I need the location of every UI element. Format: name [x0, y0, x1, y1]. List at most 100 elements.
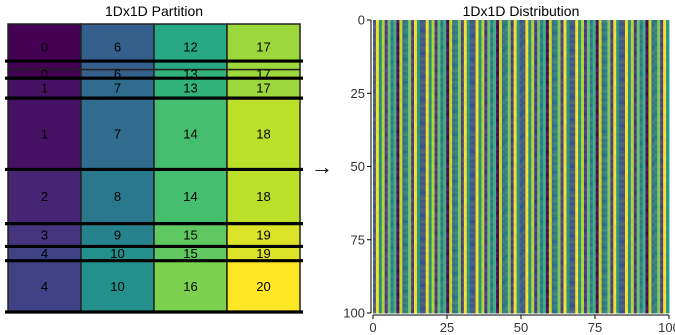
distribution-cell [431, 83, 435, 88]
distribution-cell [481, 69, 485, 73]
distribution-cell [478, 266, 482, 270]
distribution-cell [402, 156, 406, 160]
distribution-cell [472, 179, 476, 183]
distribution-cell [419, 43, 424, 47]
distribution-cell [437, 104, 441, 108]
distribution-cell [501, 173, 506, 178]
distribution-cell [443, 220, 447, 224]
distribution-cell [434, 283, 438, 288]
distribution-cell [431, 231, 435, 236]
distribution-cell [373, 223, 377, 227]
distribution-cell [463, 254, 468, 259]
distribution-cell [493, 150, 497, 154]
distribution-cell [387, 144, 391, 149]
distribution-cell [472, 283, 476, 288]
distribution-cell [501, 194, 506, 198]
distribution-cell [481, 37, 485, 41]
distribution-cell [487, 43, 491, 47]
distribution-cell [387, 83, 391, 88]
distribution-cell [490, 95, 494, 99]
distribution-cell [469, 72, 474, 76]
distribution-cell [378, 263, 383, 267]
distribution-cell [493, 249, 497, 253]
distribution-cell [399, 40, 403, 44]
distribution-cell [507, 162, 512, 166]
distribution-cell [490, 286, 494, 291]
distribution-cell [416, 121, 421, 125]
distribution-cell [484, 188, 488, 192]
distribution-cell [399, 136, 403, 140]
distribution-cell [414, 231, 418, 236]
distribution-cell [375, 167, 380, 172]
distribution-cell [475, 124, 479, 128]
distribution-cell [469, 225, 474, 230]
distribution-cell [387, 112, 391, 117]
distribution-cell [466, 46, 471, 50]
distribution-cell [496, 20, 500, 24]
distribution-cell [381, 63, 386, 67]
distribution-cell [455, 147, 459, 151]
distribution-cell [504, 101, 509, 105]
distribution-cell [466, 121, 471, 125]
distribution-cell [496, 153, 500, 157]
distribution-cell [390, 269, 394, 273]
distribution-cell [487, 304, 491, 308]
distribution-cell [475, 75, 479, 79]
distribution-cell [496, 263, 500, 267]
distribution-cell [481, 249, 485, 253]
distribution-cell [396, 63, 400, 67]
distribution-cell [446, 63, 450, 67]
distribution-cell [513, 92, 518, 96]
distribution-cell [378, 214, 383, 218]
distribution-cell [405, 69, 409, 73]
distribution-cell [487, 162, 491, 166]
distribution-cell [414, 307, 418, 311]
distribution-cell [460, 269, 465, 273]
distribution-cell [378, 194, 383, 198]
distribution-cell [396, 223, 400, 227]
distribution-cell [425, 228, 430, 233]
distribution-cell [425, 118, 430, 122]
distribution-cell [434, 104, 438, 108]
distribution-cell [475, 138, 479, 143]
distribution-cell [487, 266, 491, 270]
distribution-cell [411, 176, 415, 180]
distribution-cell [393, 170, 397, 175]
distribution-cell [414, 188, 418, 192]
distribution-cell [469, 121, 474, 125]
distribution-cell [393, 225, 397, 230]
distribution-cell [499, 95, 503, 99]
distribution-cell [411, 115, 415, 120]
distribution-cell [466, 80, 471, 85]
distribution-cell [434, 214, 438, 218]
distribution-cell [416, 243, 421, 247]
distribution-cell [510, 307, 515, 311]
distribution-cell [487, 89, 491, 93]
distribution-cell [452, 228, 456, 233]
distribution-cell [449, 165, 453, 169]
distribution-cell [416, 254, 421, 259]
distribution-cell [422, 246, 427, 250]
distribution-cell [446, 188, 450, 192]
distribution-cell [419, 225, 424, 230]
distribution-cell [414, 225, 418, 230]
distribution-cell [475, 31, 479, 35]
distribution-cell [416, 153, 421, 157]
distribution-cell [375, 40, 380, 44]
distribution-cell [443, 286, 447, 291]
distribution-cell [408, 150, 412, 154]
distribution-cell [396, 225, 400, 230]
distribution-cell [484, 278, 488, 282]
distribution-cell [399, 301, 403, 305]
distribution-cell [452, 118, 456, 122]
distribution-cell [384, 252, 389, 256]
distribution-cell [481, 141, 485, 146]
distribution-cell [431, 266, 435, 270]
distribution-cell [499, 124, 503, 128]
partition-tile-label: 19 [256, 228, 270, 243]
distribution-cell [434, 179, 438, 183]
distribution-cell [501, 37, 506, 41]
distribution-cell [452, 57, 456, 62]
distribution-cell [396, 237, 400, 241]
distribution-cell [405, 278, 409, 282]
